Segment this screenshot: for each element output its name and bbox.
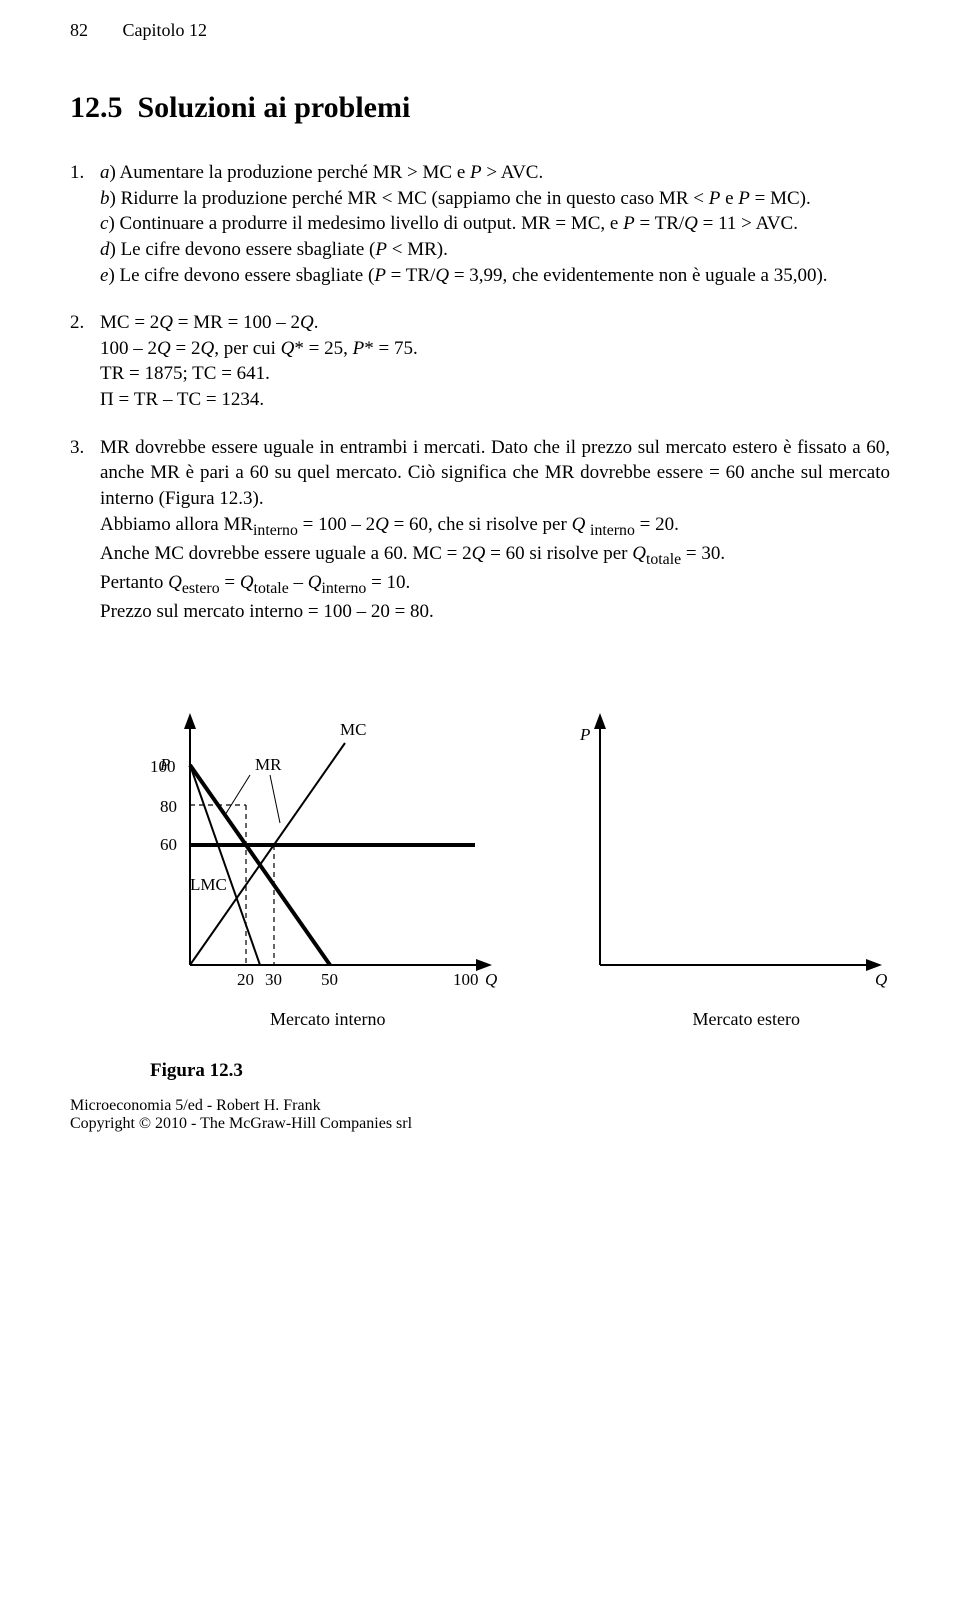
label-mc: MC bbox=[340, 720, 366, 739]
problem-2: 2. MC = 2Q = MR = 100 – 2Q. 100 – 2Q = 2… bbox=[70, 310, 890, 413]
chart-right-title: Mercato estero bbox=[693, 1009, 800, 1030]
problem-1d: d) Le cifre devono essere sbagliate (P <… bbox=[100, 237, 890, 263]
problem-2-l3: TR = 1875; TC = 641. bbox=[100, 361, 890, 387]
problem-2-l1: MC = 2Q = MR = 100 – 2Q. bbox=[100, 310, 890, 336]
chart-right: P Q bbox=[570, 705, 890, 1005]
problem-3-l4: Pertanto Qestero = Qtotale – Qinterno = … bbox=[100, 570, 890, 599]
problem-number: 2. bbox=[70, 310, 100, 413]
page-number: 82 bbox=[70, 20, 88, 40]
label-lmc: LMC bbox=[190, 875, 227, 894]
problem-body: a) Aumentare la produzione perché MR > M… bbox=[100, 160, 890, 288]
problem-2-l2: 100 – 2Q = 2Q, per cui Q* = 25, P* = 75. bbox=[100, 336, 890, 362]
label-mr: MR bbox=[255, 755, 282, 774]
problem-1e: e) Le cifre devono essere sbagliate (P =… bbox=[100, 263, 890, 289]
xtick-20: 20 bbox=[237, 970, 254, 989]
xtick-100: 100 bbox=[453, 970, 479, 989]
xtick-30: 30 bbox=[265, 970, 282, 989]
section-name: Soluzioni ai problemi bbox=[138, 91, 411, 124]
problem-3: 3. MR dovrebbe essere uguale in entrambi… bbox=[70, 435, 890, 625]
chapter-label: Capitolo 12 bbox=[123, 20, 208, 40]
ytick-60: 60 bbox=[160, 835, 177, 854]
chart-subtitles: Mercato interno Mercato estero bbox=[130, 1009, 890, 1030]
footer-line-2: Copyright © 2010 - The McGraw-Hill Compa… bbox=[70, 1115, 890, 1133]
axis-label-q: Q bbox=[485, 970, 497, 989]
axis-label-q-right: Q bbox=[875, 970, 887, 989]
problem-number: 1. bbox=[70, 160, 100, 288]
problem-1a: a) Aumentare la produzione perché MR > M… bbox=[100, 160, 890, 186]
footer-line-1: Microeconomia 5/ed - Robert H. Frank bbox=[70, 1097, 890, 1115]
problem-1c: c) Continuare a produrre il medesimo liv… bbox=[100, 211, 890, 237]
section-number: 12.5 bbox=[70, 91, 123, 124]
problem-1b: b) Ridurre la produzione perché MR < MC … bbox=[100, 186, 890, 212]
figure-caption: Figura 12.3 bbox=[150, 1060, 890, 1082]
page-footer: Microeconomia 5/ed - Robert H. Frank Cop… bbox=[70, 1097, 890, 1133]
page-header: 82 Capitolo 12 bbox=[70, 20, 890, 41]
section-title: 12.5 Soluzioni ai problemi bbox=[70, 91, 890, 125]
problem-2-l4: Π = TR – TC = 1234. bbox=[100, 387, 890, 413]
problem-number: 3. bbox=[70, 435, 100, 625]
problem-3-l2: Abbiamo allora MRinterno = 100 – 2Q = 60… bbox=[100, 512, 890, 541]
ytick-100: 100 bbox=[150, 757, 176, 776]
problem-body: MR dovrebbe essere uguale in entrambi i … bbox=[100, 435, 890, 625]
figure-area: P 100 80 60 20 30 50 100 Q bbox=[70, 705, 890, 1082]
chart-left-title: Mercato interno bbox=[270, 1009, 385, 1030]
problem-3-l5: Prezzo sul mercato interno = 100 – 20 = … bbox=[100, 599, 890, 625]
problems-list: 1. a) Aumentare la produzione perché MR … bbox=[70, 160, 890, 625]
axis-label-p-right: P bbox=[579, 725, 590, 744]
problem-3-l3: Anche MC dovrebbe essere uguale a 60. MC… bbox=[100, 541, 890, 570]
ytick-80: 80 bbox=[160, 797, 177, 816]
problem-body: MC = 2Q = MR = 100 – 2Q. 100 – 2Q = 2Q, … bbox=[100, 310, 890, 413]
chart-left: P 100 80 60 20 30 50 100 Q bbox=[130, 705, 510, 1005]
problem-3-body: MR dovrebbe essere uguale in entrambi i … bbox=[100, 435, 890, 512]
problem-1: 1. a) Aumentare la produzione perché MR … bbox=[70, 160, 890, 288]
xtick-50: 50 bbox=[321, 970, 338, 989]
